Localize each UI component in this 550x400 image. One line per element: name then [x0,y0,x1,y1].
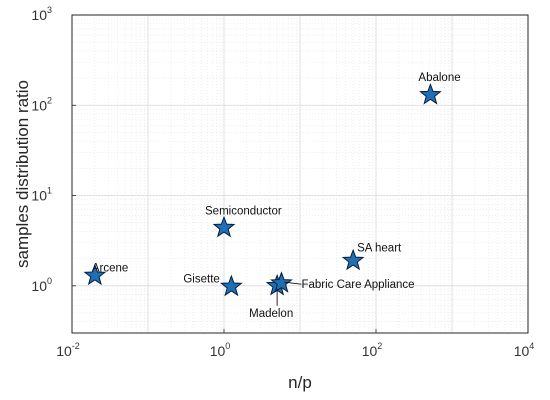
data-point-star [341,248,365,271]
x-tick-label: 10-2 [56,341,80,359]
grid-lines [71,14,529,334]
data-point-label: Fabric Care Appliance [301,279,414,291]
x-tick-label: 100 [210,341,231,359]
data-point-star [212,215,236,238]
plot-border [71,14,529,334]
data-point-star [220,274,243,297]
y-tick-label: 101 [31,186,52,204]
data-points [83,83,442,297]
y-tick-label: 100 [31,276,52,294]
data-point-star [419,83,442,105]
label-leader-line [284,281,302,285]
x-axis-label: n/p [288,373,312,392]
x-tick-label: 102 [362,341,383,359]
data-point-star [270,271,293,293]
data-point-label: Arcene [92,263,128,275]
point-labels: Arcene Semiconductor Gisette Madelon Fabric … [92,72,461,320]
data-point-label: Semiconductor [205,206,282,218]
data-point-label: Madelon [249,308,293,320]
data-point-label: Gisette [183,274,219,286]
x-tick-label: 104 [514,341,535,359]
data-point-label: Abalone [418,72,460,84]
data-point-star [83,263,107,286]
data-point-label: SA heart [357,243,402,255]
y-axis-label: samples distribution ratio [13,80,32,268]
y-tick-label: 103 [31,5,52,23]
axis-ticks: 10-2 100 102 104 100 101 102 103 [31,5,534,359]
y-tick-label: 102 [31,95,52,113]
